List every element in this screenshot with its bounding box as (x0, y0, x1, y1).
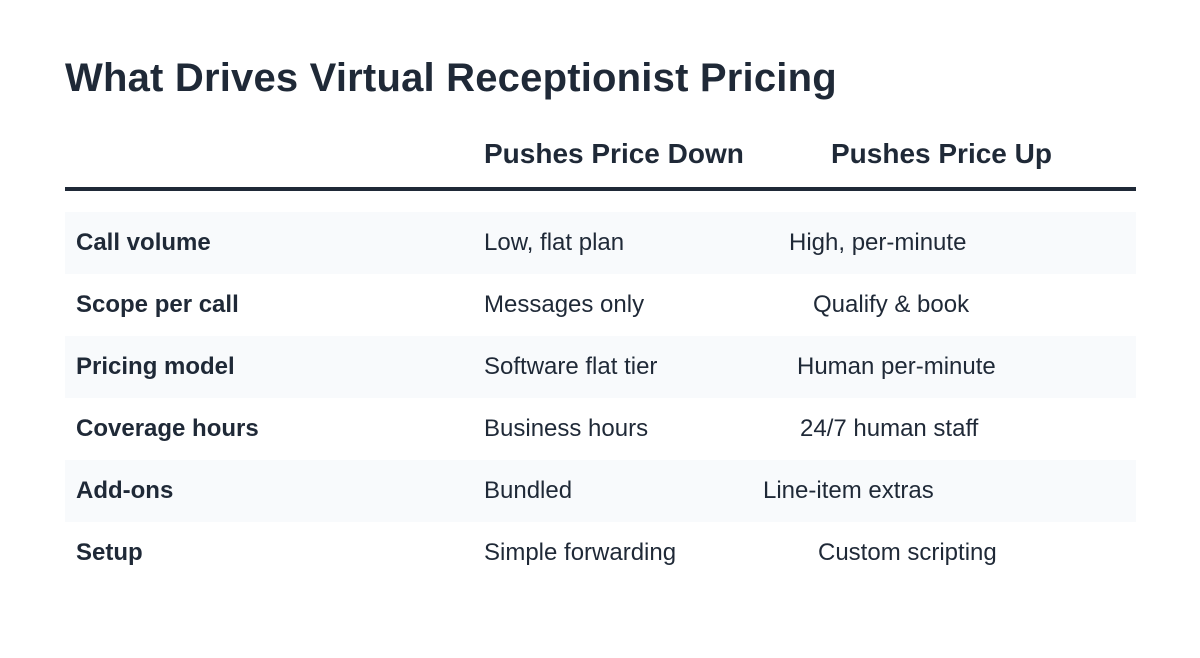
table-row: Pricing model Software flat tier Human p… (65, 336, 1136, 398)
table-body: Call volume Low, flat plan High, per-min… (65, 212, 1136, 584)
row-up-value: High, per-minute (789, 229, 967, 256)
row-up-cell: High, per-minute (65, 212, 1136, 274)
row-up-value: Human per-minute (797, 353, 996, 380)
table-row: Call volume Low, flat plan High, per-min… (65, 212, 1136, 274)
row-down-value: Simple forwarding (484, 539, 677, 566)
row-factor: Coverage hours (76, 415, 259, 442)
row-down-value: Bundled (484, 477, 573, 504)
column-header-down: Pushes Price Down (484, 138, 744, 169)
page-title: What Drives Virtual Receptionist Pricing (65, 56, 837, 100)
row-factor: Scope per call (76, 291, 239, 318)
row-up-value: Qualify & book (813, 291, 970, 318)
row-up-cell: Human per-minute (65, 336, 1136, 398)
table-row: Coverage hours Business hours 24/7 human… (65, 398, 1136, 460)
row-factor: Pricing model (76, 353, 235, 380)
table-row: Setup Simple forwarding Custom scripting (65, 522, 1136, 584)
row-up-value: 24/7 human staff (800, 415, 979, 442)
table-row: Scope per call Messages only Qualify & b… (65, 274, 1136, 336)
row-factor: Setup (76, 539, 143, 566)
row-down-value: Software flat tier (484, 353, 658, 380)
row-down-value: Low, flat plan (484, 229, 625, 256)
row-up-cell: Line-item extras (65, 460, 1136, 522)
row-down-value: Business hours (484, 415, 649, 442)
column-header-up: Pushes Price Up (831, 138, 1052, 169)
row-up-cell: Qualify & book (65, 274, 1136, 336)
row-up-cell: 24/7 human staff (65, 398, 1136, 460)
row-factor: Call volume (76, 229, 211, 256)
row-down-value: Messages only (484, 291, 645, 318)
row-up-cell: Custom scripting (65, 522, 1136, 584)
row-factor: Add-ons (76, 477, 174, 504)
row-up-value: Custom scripting (818, 539, 997, 566)
header-divider (65, 187, 1136, 191)
row-up-value: Line-item extras (763, 477, 934, 504)
table-row: Add-ons Bundled Line-item extras (65, 460, 1136, 522)
table-header: Pushes Price Down Pushes Price Up (65, 138, 1136, 178)
